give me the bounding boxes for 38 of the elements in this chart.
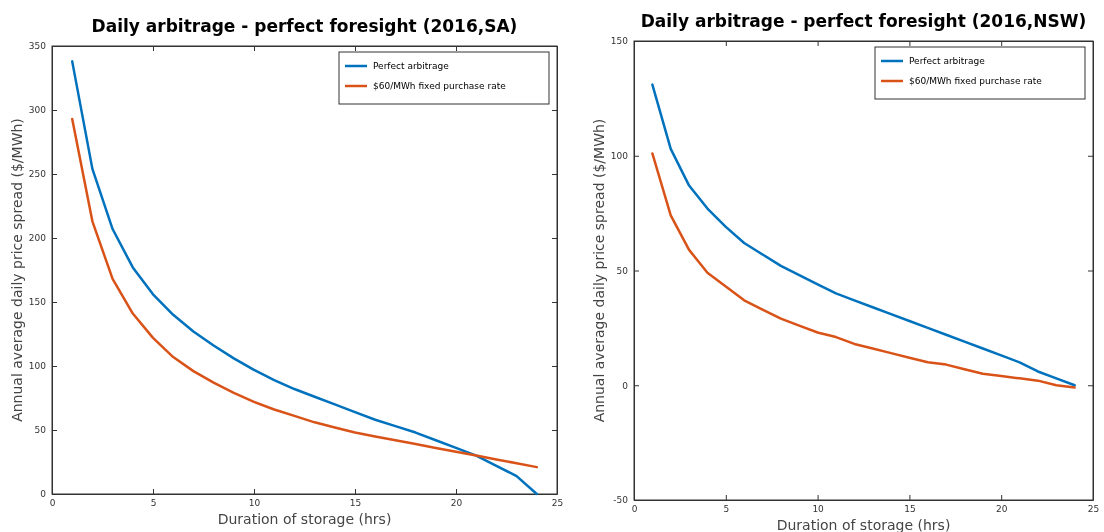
x-tick-label: 0 (49, 498, 56, 509)
y-tick-label: 0 (40, 489, 47, 500)
y-tick-label: 250 (28, 169, 47, 180)
x-tick-label: 25 (1087, 504, 1100, 515)
legend-label: Perfect arbitrage (909, 56, 986, 66)
chart-title: Daily arbitrage - perfect foresight (2016,NSW) (640, 11, 1087, 31)
line-series (70, 117, 539, 469)
x-tick-label: 25 (551, 498, 564, 509)
legend-label: $60/MWh fixed purchase rate (909, 76, 1043, 86)
y-tick-label: 350 (28, 41, 47, 52)
y-tick-label: 50 (34, 425, 47, 436)
y-tick-label: 150 (28, 297, 47, 308)
y-tick-label: 50 (616, 265, 629, 276)
y-tick-label: 0 (622, 380, 629, 391)
y-tick-label: 150 (610, 36, 629, 47)
x-axis-title: Duration of storage (hrs) (217, 511, 392, 527)
legend-label: Perfect arbitrage (373, 61, 450, 71)
x-tick-label: 0 (631, 504, 638, 515)
y-axis-title: Annual average daily price spread ($/MWh) (9, 118, 25, 422)
line-series (70, 60, 539, 496)
y-axis-title: Annual average daily price spread ($/MWh) (591, 118, 607, 423)
x-tick-label: 15 (349, 498, 362, 509)
x-tick-label: 20 (450, 498, 463, 509)
y-tick-label: 300 (28, 105, 47, 116)
y-tick-label: 100 (610, 151, 629, 162)
line-series (651, 152, 1076, 389)
x-tick-label: 20 (995, 504, 1008, 515)
x-tick-label: 5 (150, 498, 157, 509)
x-tick-label: 15 (904, 504, 916, 515)
legend-label: $60/MWh fixed purchase rate (373, 81, 507, 91)
y-tick-label: -50 (613, 495, 629, 506)
y-tick-label: 100 (28, 361, 47, 372)
x-axis-title: Duration of storage (hrs) (776, 517, 951, 532)
y-tick-label: 200 (28, 233, 47, 244)
chart-title: Daily arbitrage - perfect foresight (2016,SA) (91, 16, 518, 36)
x-tick-label: 10 (248, 498, 261, 509)
x-tick-label: 5 (723, 504, 730, 515)
x-tick-label: 10 (812, 504, 825, 515)
